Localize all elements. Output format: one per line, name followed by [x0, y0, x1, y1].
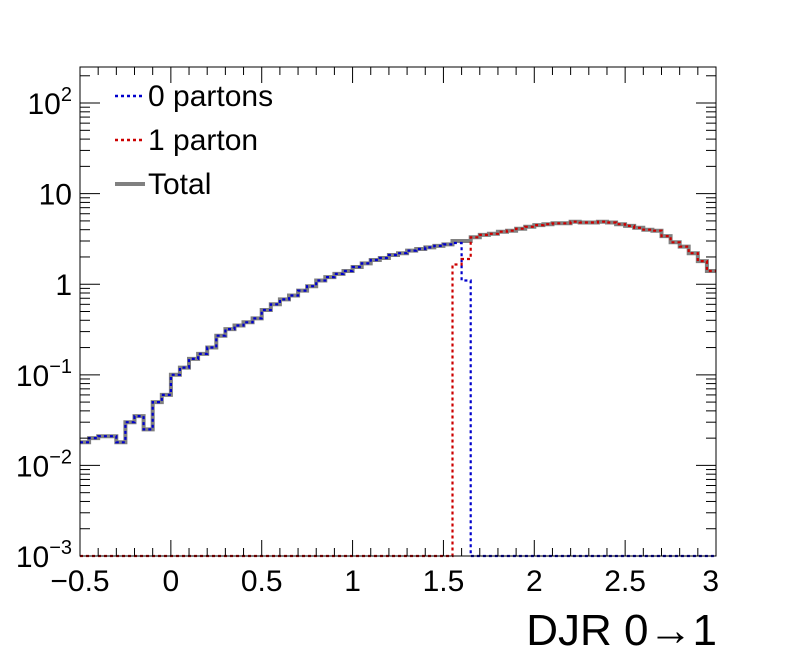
x-tick-label: 0	[163, 565, 180, 598]
x-tick-label: −0.5	[50, 565, 109, 598]
legend-label-0-partons: 0 partons	[148, 80, 273, 113]
legend: 0 partons 1 parton Total	[115, 80, 273, 201]
y-tick-label: 10−3	[16, 537, 72, 574]
series-line-0-partons	[80, 241, 716, 558]
series-layer	[80, 219, 716, 558]
y-tick-label: 10	[39, 179, 72, 212]
series-line-1-parton	[80, 220, 716, 558]
axis-ticks	[79, 67, 717, 557]
x-tick-label: 2	[526, 565, 543, 598]
x-tick-label: 1	[344, 565, 361, 598]
x-tick-labels: −0.5 0 0.5 1 1.5 2 2.5 3	[50, 565, 719, 598]
x-tick-label: 0.5	[241, 565, 283, 598]
series-line-total	[80, 219, 716, 445]
y-tick-label: 10−1	[16, 356, 72, 393]
y-tick-label: 1	[55, 269, 72, 302]
y-tick-label: 10−2	[16, 446, 72, 483]
y-tick-label: 102	[28, 84, 73, 121]
x-tick-label: 2.5	[604, 565, 646, 598]
x-tick-label: 3	[702, 565, 719, 598]
legend-label-1-parton: 1 parton	[148, 124, 258, 157]
x-tick-label: 1.5	[423, 565, 465, 598]
legend-label-total: Total	[148, 168, 211, 201]
x-axis-label: DJR 0→1	[526, 606, 717, 655]
y-tick-labels: 10−3 10−2 10−1 1 10 102	[16, 84, 72, 574]
